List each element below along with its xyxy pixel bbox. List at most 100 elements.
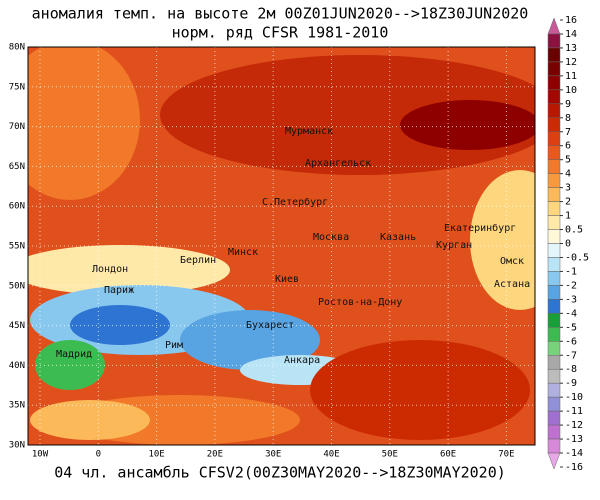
footer: 04 чл. ансамбль CFSV2(00Z30MAY2020-->18Z… xyxy=(54,464,506,482)
colorbar-segment xyxy=(547,368,561,384)
city-label: Рим xyxy=(165,340,183,351)
city-label: Лондон xyxy=(92,264,128,275)
colorbar-segment xyxy=(547,103,561,119)
colorbar-segment xyxy=(547,271,561,286)
colorbar-label: -8 xyxy=(565,364,577,375)
lon-label: 0 xyxy=(96,450,101,460)
colorbar-segment xyxy=(547,313,561,328)
colorbar-segment xyxy=(547,173,561,188)
city-label: Курган xyxy=(436,240,472,251)
lon-label: 30E xyxy=(265,450,281,460)
lat-label: 30N xyxy=(9,441,25,451)
colorbar-label: 6 xyxy=(565,141,571,152)
colorbar-label: 12 xyxy=(565,57,577,68)
colorbar-label: 9 xyxy=(565,99,571,110)
colorbar-label: 13 xyxy=(565,43,577,54)
lat-label: 75N xyxy=(9,82,25,92)
colorbar-label: -1 xyxy=(565,266,577,277)
lon-label: 10W xyxy=(32,450,49,460)
colorbar-segment xyxy=(547,396,561,412)
colorbar-label: 14 xyxy=(565,29,577,40)
colorbar-label: -4 xyxy=(565,308,577,319)
city-label: Омск xyxy=(500,256,524,267)
colorbar-label: 3 xyxy=(565,183,571,194)
colorbar-segment xyxy=(547,257,561,272)
map-frame xyxy=(27,46,536,446)
lat-label: 50N xyxy=(9,281,25,291)
colorbar-cap xyxy=(547,452,561,470)
city-label: Берлин xyxy=(180,255,216,266)
colorbar-segment xyxy=(547,187,561,202)
city-label: С.Петербург xyxy=(262,196,328,208)
colorbar-label: 8 xyxy=(565,113,571,124)
colorbar-label: 0 xyxy=(565,239,571,250)
city-label: Минск xyxy=(228,247,258,258)
subtitle: норм. ряд CFSR 1981-2010 xyxy=(172,24,389,42)
cities: Мурманск Архангельск С.Петербург Екатери… xyxy=(56,126,530,366)
lon-label: 50E xyxy=(382,450,398,460)
colorbar-label: -9 xyxy=(565,378,577,389)
city-label: Казань xyxy=(380,232,416,243)
colorbar-label: -0.5 xyxy=(565,252,589,263)
colorbar-label: 11 xyxy=(565,71,577,82)
colorbar-segment xyxy=(547,285,561,300)
city-label: Мурманск xyxy=(285,126,333,137)
lat-label: 40N xyxy=(9,361,25,371)
colorbar-segment xyxy=(547,117,561,132)
lat-label: 55N xyxy=(9,242,25,252)
colorbar-label: 16 xyxy=(565,15,577,26)
colorbar-segment xyxy=(547,131,561,146)
colorbar-segment xyxy=(547,215,561,230)
colorbar: 16 14 13 12 11 10 9 8 7 6 5 4 3 2 1 0.5 0 -0.5 -1 -2 -3 -4 -5 -… xyxy=(547,15,589,473)
colorbar-segment xyxy=(547,201,561,216)
colorbar-label: 7 xyxy=(565,127,571,138)
colorbar-segment xyxy=(547,355,561,370)
city-label: Ростов-на-Дону xyxy=(318,297,402,308)
colorbar-label: 0.5 xyxy=(565,225,583,236)
colorbar-segment xyxy=(547,382,561,398)
colorbar-label: -13 xyxy=(565,434,583,445)
colorbar-label: -10 xyxy=(565,392,583,403)
colorbar-segment xyxy=(547,438,561,454)
colorbar-segment xyxy=(547,61,561,77)
colorbar-segment xyxy=(547,299,561,314)
city-label: Екатеринбург xyxy=(444,222,516,234)
city-label: Москва xyxy=(313,232,349,243)
city-label: Киев xyxy=(275,274,299,285)
colorbar-segment xyxy=(547,145,561,160)
lon-label: 20E xyxy=(207,450,223,460)
colorbar-label: 1 xyxy=(565,211,571,222)
colorbar-segment xyxy=(547,159,561,174)
colorbar-segment xyxy=(547,341,561,356)
city-label: Мадрид xyxy=(56,349,92,360)
lat-label: 35N xyxy=(9,401,25,411)
city-label: Париж xyxy=(104,285,134,296)
colorbar-label: 4 xyxy=(565,169,571,180)
colorbar-label: -6 xyxy=(565,336,577,347)
colorbar-label: 10 xyxy=(565,85,577,96)
colorbar-label: -16 xyxy=(565,462,583,473)
colorbar-segment xyxy=(547,229,561,244)
colorbar-label: -12 xyxy=(565,420,583,431)
colorbar-label: 5 xyxy=(565,155,571,166)
colorbar-segment xyxy=(547,424,561,440)
colorbar-label: 2 xyxy=(565,197,571,208)
colorbar-label: -5 xyxy=(565,322,577,333)
colorbar-segment xyxy=(547,75,561,91)
colorbar-segment xyxy=(547,33,561,49)
temperature-field xyxy=(28,47,535,445)
colorbar-label: -2 xyxy=(565,280,577,291)
colorbar-label: -7 xyxy=(565,350,577,361)
title: аномалия темп. на высоте 2м 00Z01JUN2020… xyxy=(32,5,529,23)
lat-label: 60N xyxy=(9,202,25,212)
colorbar-segment xyxy=(547,243,561,258)
lon-label: 60E xyxy=(440,450,456,460)
city-label: Астана xyxy=(494,279,530,290)
colorbar-segment xyxy=(547,47,561,63)
lat-label: 80N xyxy=(9,43,25,53)
lat-label: 65N xyxy=(9,162,25,172)
colorbar-label: -3 xyxy=(565,294,577,305)
colorbar-cap xyxy=(547,17,561,35)
lon-label: 70E xyxy=(498,450,514,460)
colorbar-segment xyxy=(547,89,561,105)
